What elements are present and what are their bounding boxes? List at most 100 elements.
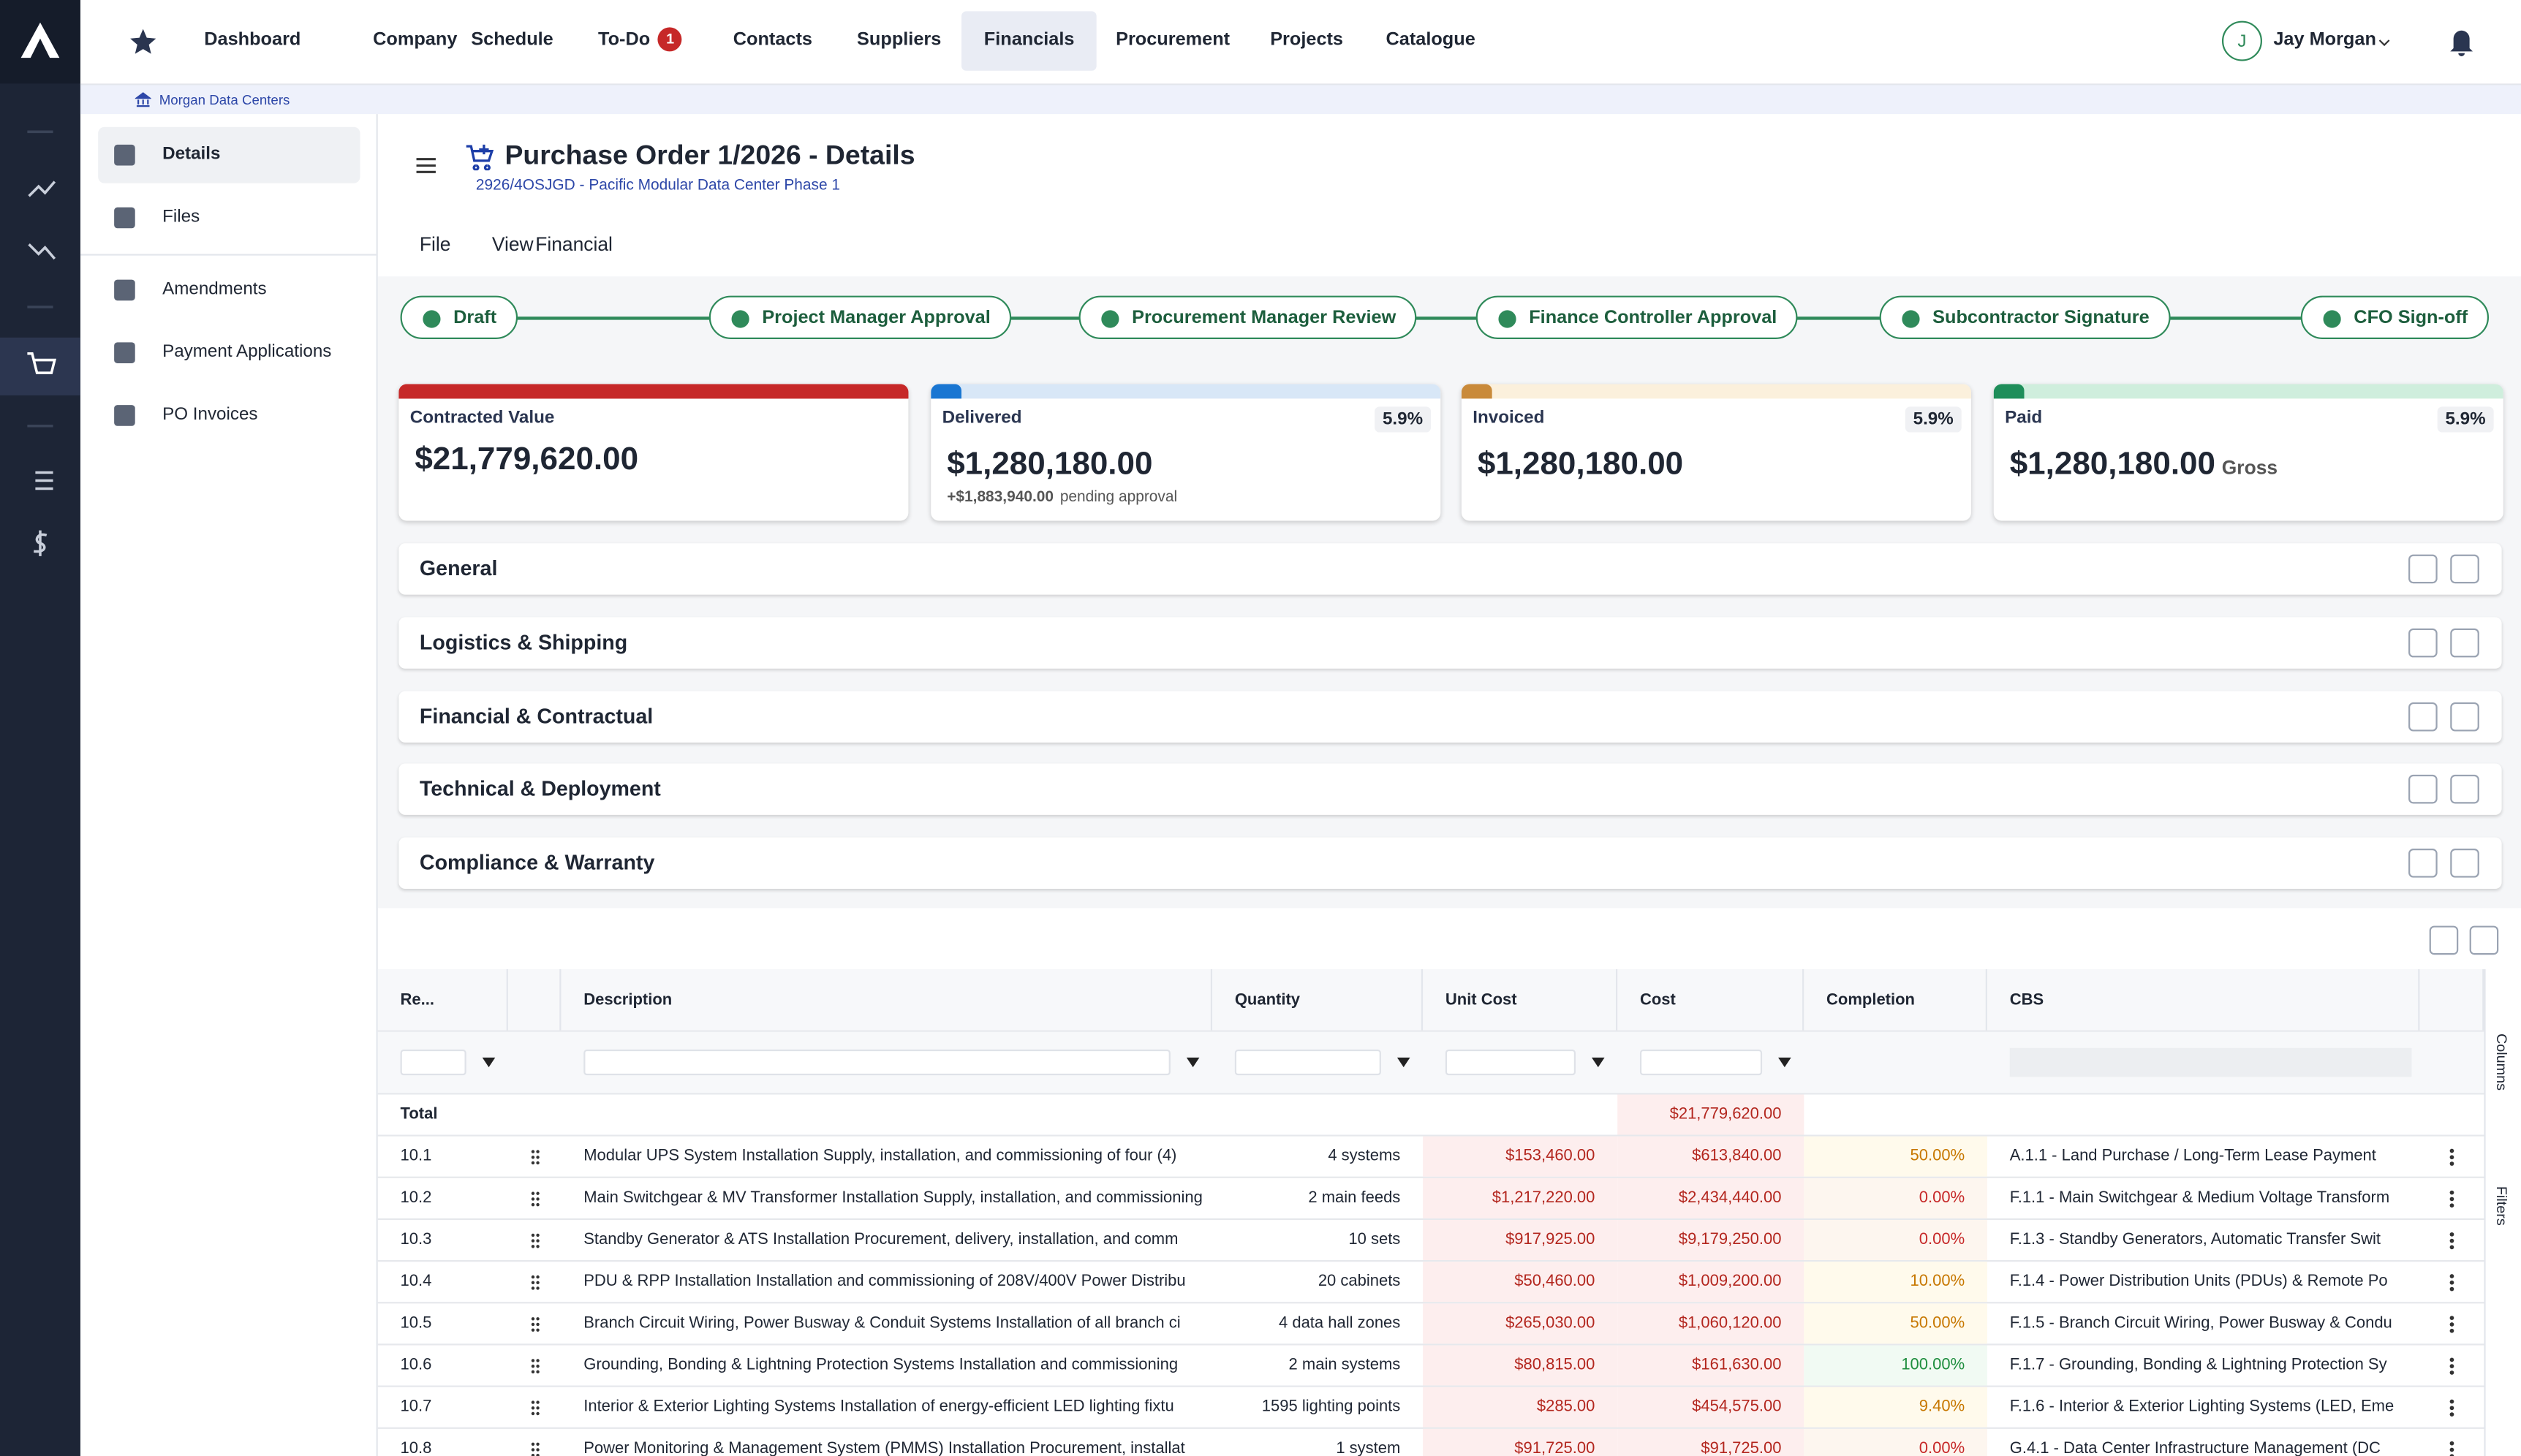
drag-handle[interactable] (508, 1178, 562, 1218)
breadcrumb[interactable]: Morgan Data Centers (159, 91, 290, 108)
nav-label[interactable]: Contacts (733, 30, 812, 50)
favorites-icon[interactable] (129, 27, 158, 56)
section-edit[interactable] (2408, 628, 2438, 658)
nav-label[interactable]: Procurement (1116, 30, 1231, 50)
section-edit[interactable] (2408, 554, 2438, 584)
header-cell[interactable]: Completion (1804, 968, 1987, 1031)
nav-label[interactable]: Schedule (471, 30, 553, 50)
sidebar-item[interactable]: PO Invoices (98, 387, 360, 444)
section-edit[interactable] (2408, 849, 2438, 878)
nav-item[interactable]: To-Do 1 (575, 11, 705, 70)
filter-input[interactable] (400, 1049, 466, 1076)
table-row[interactable]: 10.4 PDU & RPP Installation Installation … (377, 1262, 2484, 1304)
todo-badge[interactable]: 1 (658, 27, 683, 52)
section-collapse[interactable] (2450, 702, 2479, 732)
header-cell[interactable]: CBS (1987, 968, 2420, 1031)
nav-label[interactable]: Dashboard (204, 30, 301, 50)
nav-item[interactable]: Catalogue (1364, 11, 1498, 70)
sidebar-item[interactable]: Details (98, 126, 360, 183)
filter-input[interactable] (583, 1049, 1171, 1076)
header-cell[interactable]: Description (561, 968, 1213, 1031)
drag-handle[interactable] (508, 1137, 562, 1177)
filter-icon[interactable] (482, 1057, 496, 1068)
sidebar-item[interactable]: Files (98, 189, 360, 246)
menu-item[interactable]: View (491, 232, 534, 256)
drag-handle[interactable] (508, 1429, 562, 1456)
workflow-step[interactable]: Procurement Manager Review (1078, 295, 1417, 339)
menu-toggle[interactable] (415, 154, 437, 185)
table-row[interactable]: 10.8 Power Monitoring & Management System… (378, 1428, 2484, 1456)
section-header[interactable]: Logistics & Shipping (398, 617, 2502, 669)
row-menu[interactable] (2419, 1137, 2484, 1177)
nav-label[interactable]: Projects (1270, 30, 1344, 50)
row-menu[interactable] (2419, 1387, 2484, 1427)
header-cell[interactable]: Unit Cost (1423, 968, 1618, 1031)
section-collapse[interactable] (2450, 628, 2479, 658)
table-row[interactable]: 10.1 Modular UPS System Installation Supp… (377, 1136, 2484, 1178)
rail-icons[interactable] (0, 96, 80, 579)
filter-icon[interactable] (1396, 1057, 1410, 1068)
menu-item[interactable]: Financial (535, 232, 613, 256)
nav-label[interactable]: Suppliers (857, 30, 942, 50)
nav-item[interactable]: Company (350, 11, 480, 70)
user-menu-caret[interactable] (2376, 35, 2392, 51)
nav-item[interactable]: Suppliers (834, 11, 964, 70)
drag-handle[interactable] (508, 1262, 562, 1302)
row-menu[interactable] (2419, 1262, 2484, 1302)
side-tab[interactable]: Filters (2493, 1186, 2510, 1226)
section-collapse[interactable] (2450, 554, 2479, 584)
table-row[interactable]: 10.7 Interior & Exterior Lighting Systems… (377, 1387, 2484, 1429)
sidebar-label[interactable]: Files (162, 207, 200, 227)
page-subtitle[interactable]: 2926/4OSJGD - Pacific Modular Data Cente… (475, 176, 841, 195)
filter-input[interactable] (1445, 1049, 1576, 1076)
side-tab[interactable]: Columns (2493, 1033, 2510, 1091)
workflow-step[interactable]: Draft (400, 295, 518, 339)
expand-table[interactable] (2469, 925, 2499, 955)
header-cell[interactable]: Cost (1617, 968, 1804, 1031)
nav-item[interactable]: Schedule (449, 11, 576, 70)
table-row[interactable]: 10.2 Main Switchgear & MV Transformer Ins… (377, 1178, 2484, 1221)
row-menu[interactable] (2419, 1429, 2484, 1456)
nav-item[interactable]: Projects (1247, 11, 1365, 70)
filter-icon[interactable] (1591, 1057, 1605, 1068)
logo[interactable] (0, 0, 80, 84)
drag-handle[interactable] (508, 1303, 562, 1343)
sidebar-item[interactable]: Payment Applications (98, 325, 360, 381)
section-collapse[interactable] (2450, 849, 2479, 878)
sidebar-label[interactable]: Amendments (162, 279, 267, 300)
filter-icon[interactable] (1186, 1057, 1200, 1068)
drag-handle[interactable] (508, 1220, 562, 1260)
section-header[interactable]: Compliance & Warranty (398, 837, 2502, 890)
sidebar-label[interactable]: Payment Applications (162, 342, 332, 362)
nav-item[interactable]: Contacts (711, 11, 835, 70)
workflow-step[interactable]: CFO Sign-off (2300, 295, 2489, 339)
sidebar-item[interactable]: Amendments (98, 262, 360, 318)
menu-item[interactable]: File (419, 232, 451, 256)
drag-handle[interactable] (508, 1387, 562, 1427)
workflow-step[interactable]: Project Manager Approval (708, 295, 1012, 339)
nav-label[interactable]: Financials (983, 30, 1075, 50)
workflow-step[interactable]: Finance Controller Approval (1475, 295, 1798, 339)
user-avatar[interactable]: J (2221, 20, 2262, 61)
section-header[interactable]: Technical & Deployment (398, 763, 2502, 815)
section-header[interactable]: General (398, 543, 2502, 595)
nav-label[interactable]: To-Do (598, 30, 651, 50)
notifications[interactable] (2447, 26, 2476, 58)
nav-item[interactable]: Procurement (1093, 11, 1252, 70)
filter-input[interactable] (1639, 1049, 1763, 1076)
table-row[interactable]: 10.6 Grounding, Bonding & Lightning Prote… (377, 1345, 2484, 1387)
header-cell[interactable]: Quantity (1212, 968, 1424, 1031)
nav-item[interactable]: Financials (961, 11, 1097, 71)
user-name[interactable]: Jay Morgan (2273, 30, 2376, 50)
sidebar-label[interactable]: Details (162, 144, 221, 164)
section-edit[interactable] (2408, 774, 2438, 804)
filter-icon[interactable] (1778, 1057, 1791, 1068)
nav-label[interactable]: Company (373, 30, 458, 50)
row-menu[interactable] (2419, 1303, 2484, 1343)
drag-handle[interactable] (508, 1346, 562, 1386)
section-header[interactable]: Financial & Contractual (398, 691, 2502, 743)
sidebar-label[interactable]: PO Invoices (162, 405, 258, 425)
table-row[interactable]: 10.5 Branch Circuit Wiring, Power Busway … (377, 1303, 2484, 1346)
nav-item[interactable]: Dashboard (181, 11, 323, 70)
row-menu[interactable] (2419, 1346, 2484, 1386)
